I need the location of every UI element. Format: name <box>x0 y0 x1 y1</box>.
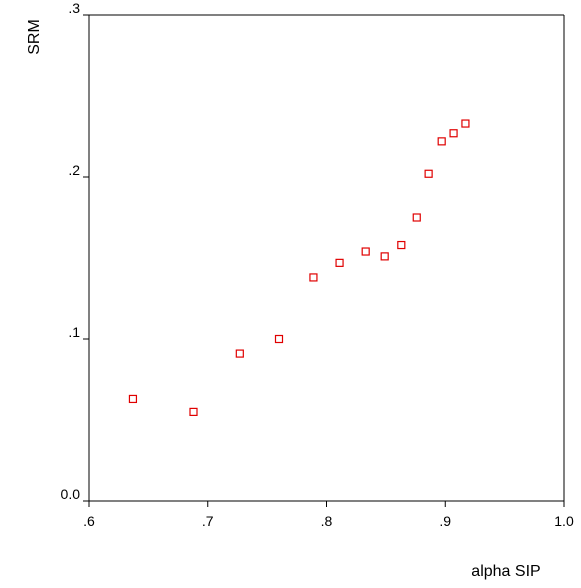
y-axis-ticks: 0.0 .1 .2 .3 <box>61 0 89 502</box>
y-tick-label: .2 <box>68 162 80 178</box>
x-tick-label: .7 <box>202 513 214 529</box>
data-point <box>380 252 389 261</box>
y-tick-label: 0.0 <box>61 486 81 502</box>
y-tick-label: .1 <box>68 324 80 340</box>
data-point <box>309 273 318 282</box>
data-point <box>361 247 370 256</box>
x-tick-label: .9 <box>439 513 451 529</box>
data-points <box>128 119 470 416</box>
data-point <box>424 169 433 178</box>
data-point <box>461 119 470 128</box>
x-tick-label: 1.0 <box>554 513 574 529</box>
data-point <box>437 137 446 146</box>
data-point <box>449 129 458 138</box>
data-point <box>128 394 138 404</box>
data-point <box>335 258 344 267</box>
plot-frame <box>88 14 565 502</box>
data-point <box>397 240 406 250</box>
data-point <box>189 407 198 416</box>
x-axis-title: alpha SIP <box>471 563 540 580</box>
y-axis-title: SRM <box>26 19 43 55</box>
y-tick-label: .3 <box>68 0 80 16</box>
data-point <box>235 349 244 358</box>
data-point <box>412 213 421 222</box>
data-point <box>274 334 284 344</box>
x-tick-label: .8 <box>321 513 333 529</box>
x-tick-label: .6 <box>83 513 95 529</box>
x-axis-ticks: .6 .7 .8 .9 1.0 <box>83 501 574 529</box>
